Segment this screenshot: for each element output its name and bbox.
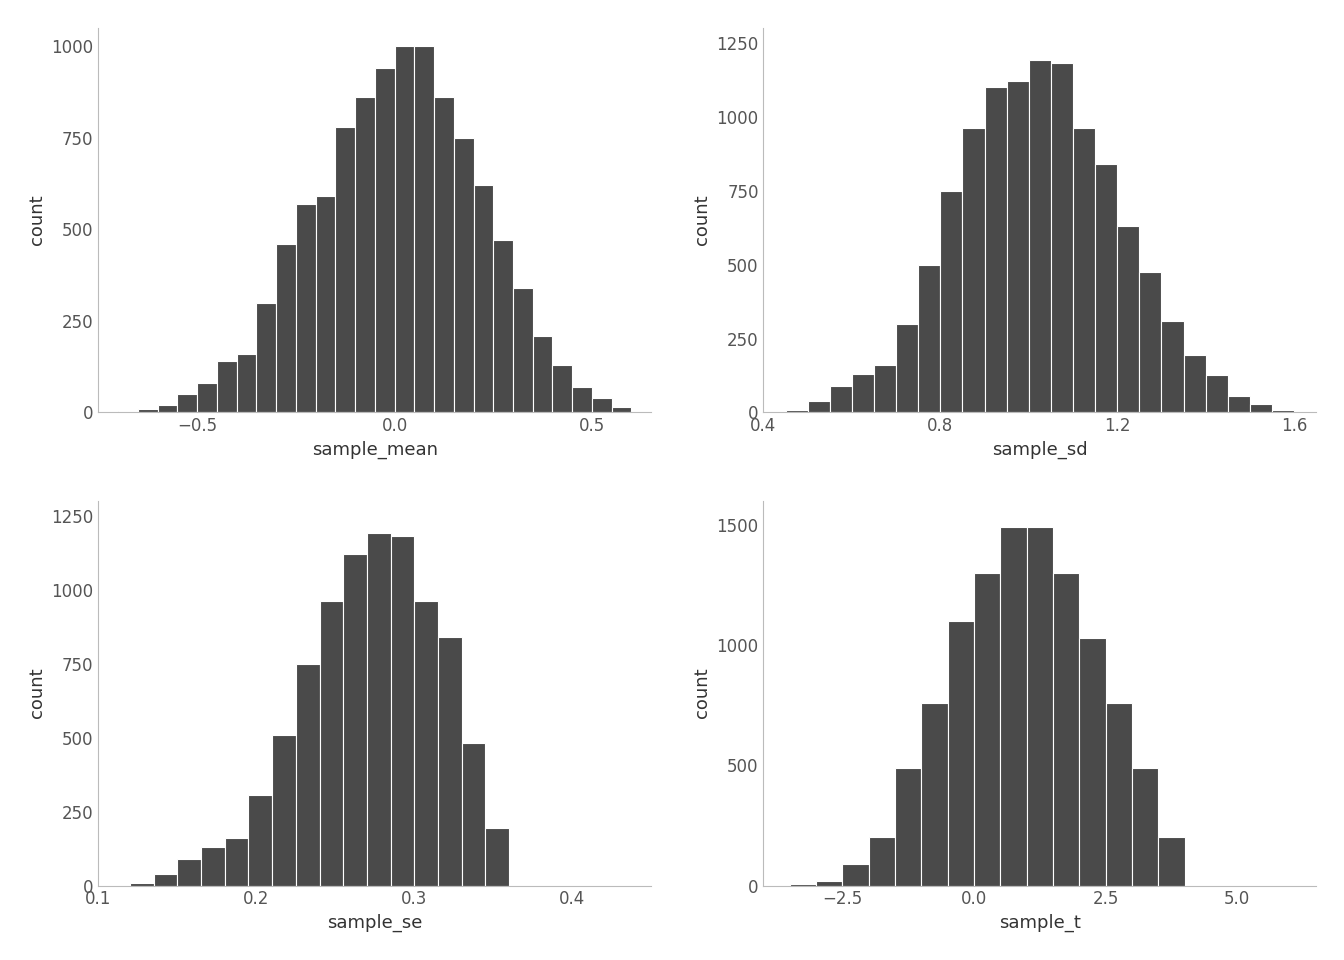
Bar — [198, 383, 216, 413]
Bar — [532, 336, 552, 413]
Bar — [438, 637, 461, 885]
Bar — [130, 882, 153, 885]
X-axis label: sample_se: sample_se — [327, 914, 422, 932]
Bar — [922, 703, 948, 885]
Bar — [829, 386, 852, 413]
Bar — [493, 240, 513, 413]
Bar — [941, 190, 962, 413]
Bar — [1161, 321, 1184, 413]
Bar — [1007, 81, 1028, 413]
Bar — [414, 46, 434, 413]
Bar — [434, 97, 454, 413]
Bar — [316, 196, 335, 413]
X-axis label: sample_sd: sample_sd — [992, 441, 1087, 459]
Bar — [454, 137, 473, 413]
Bar — [485, 828, 509, 885]
Bar — [153, 874, 177, 885]
Bar — [1079, 637, 1106, 885]
Bar — [320, 602, 343, 885]
Bar — [118, 411, 138, 413]
Bar — [355, 97, 375, 413]
Bar — [1028, 60, 1051, 413]
X-axis label: sample_mean: sample_mean — [312, 441, 438, 459]
Bar — [1228, 396, 1250, 413]
Y-axis label: count: count — [28, 195, 46, 246]
Bar — [874, 365, 896, 413]
Bar — [177, 859, 202, 885]
Bar — [1140, 272, 1161, 413]
Bar — [573, 387, 591, 413]
Bar — [1052, 573, 1079, 885]
Bar — [948, 621, 974, 885]
Bar — [895, 768, 922, 885]
Bar — [157, 405, 177, 413]
Bar — [808, 400, 829, 413]
Bar — [1027, 527, 1052, 885]
Bar — [224, 838, 249, 885]
Bar — [1000, 527, 1027, 885]
Bar — [985, 87, 1007, 413]
Bar — [343, 554, 367, 885]
Bar — [202, 847, 224, 885]
Bar — [414, 602, 438, 885]
Bar — [1206, 375, 1228, 413]
Bar — [177, 395, 198, 413]
Bar — [843, 864, 868, 885]
Bar — [962, 129, 985, 413]
Y-axis label: count: count — [28, 668, 46, 718]
X-axis label: sample_t: sample_t — [999, 914, 1081, 932]
Bar — [852, 374, 874, 413]
Bar — [1051, 63, 1073, 413]
Bar — [98, 411, 118, 413]
Bar — [138, 409, 157, 413]
Bar — [296, 204, 316, 413]
Bar — [395, 46, 414, 413]
Bar — [896, 324, 918, 413]
Bar — [591, 397, 612, 413]
Bar — [1095, 164, 1117, 413]
Bar — [276, 244, 296, 413]
Bar — [473, 185, 493, 413]
Bar — [335, 127, 355, 413]
Bar — [918, 265, 941, 413]
Bar — [816, 880, 843, 885]
Bar — [790, 884, 816, 885]
Bar — [1184, 355, 1206, 413]
Bar — [612, 407, 632, 413]
Bar — [367, 534, 391, 885]
Bar — [257, 302, 276, 413]
Y-axis label: count: count — [694, 195, 711, 246]
Bar — [1159, 837, 1184, 885]
Bar — [391, 537, 414, 885]
Bar — [632, 411, 650, 413]
Bar — [271, 734, 296, 885]
Bar — [216, 361, 237, 413]
Bar — [1117, 226, 1140, 413]
Bar — [1073, 129, 1095, 413]
Bar — [461, 743, 485, 885]
Bar — [1106, 703, 1132, 885]
Bar — [552, 365, 573, 413]
Bar — [237, 354, 257, 413]
Bar — [1132, 768, 1159, 885]
Bar — [868, 837, 895, 885]
Bar — [513, 288, 532, 413]
Y-axis label: count: count — [694, 668, 711, 718]
Bar — [375, 68, 395, 413]
Bar — [1250, 403, 1271, 413]
Bar — [974, 573, 1000, 885]
Bar — [249, 795, 271, 885]
Bar — [786, 410, 808, 413]
Bar — [1271, 410, 1294, 413]
Bar — [296, 663, 320, 885]
